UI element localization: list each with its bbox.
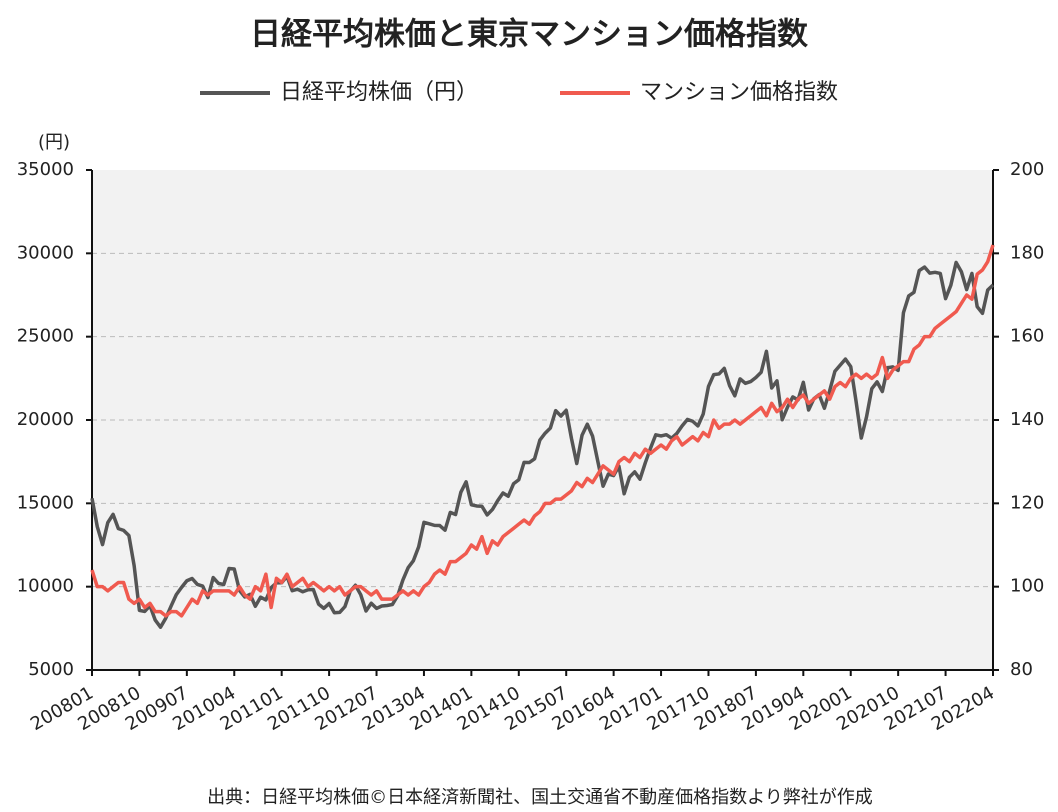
y2-tick-label: 200 <box>1010 159 1044 180</box>
y-tick-label: 10000 <box>17 576 74 597</box>
y2-tick-label: 80 <box>1010 659 1033 680</box>
y2-tick-label: 180 <box>1010 242 1044 263</box>
y-axis-label: (円) <box>38 132 70 153</box>
y-tick-label: 35000 <box>17 159 74 180</box>
y-tick-label: 15000 <box>17 492 74 513</box>
y-tick-label: 25000 <box>17 326 74 347</box>
y-tick-label: 20000 <box>17 409 74 430</box>
source-note: 出典：日経平均株価©日本経済新聞社、国土交通省不動産価格指数より弊社が作成 <box>207 787 873 808</box>
y2-tick-label: 160 <box>1010 326 1044 347</box>
y2-tick-label: 140 <box>1010 409 1044 430</box>
y-tick-label: 30000 <box>17 242 74 263</box>
y2-tick-label: 120 <box>1010 492 1044 513</box>
legend-label: 日経平均株価（円） <box>280 80 478 105</box>
chart-title: 日経平均株価と東京マンション価格指数 <box>250 17 808 53</box>
y2-tick-label: 100 <box>1010 576 1044 597</box>
legend-label: マンション価格指数 <box>640 80 838 105</box>
series-line <box>90 244 995 618</box>
y-tick-label: 5000 <box>28 659 74 680</box>
